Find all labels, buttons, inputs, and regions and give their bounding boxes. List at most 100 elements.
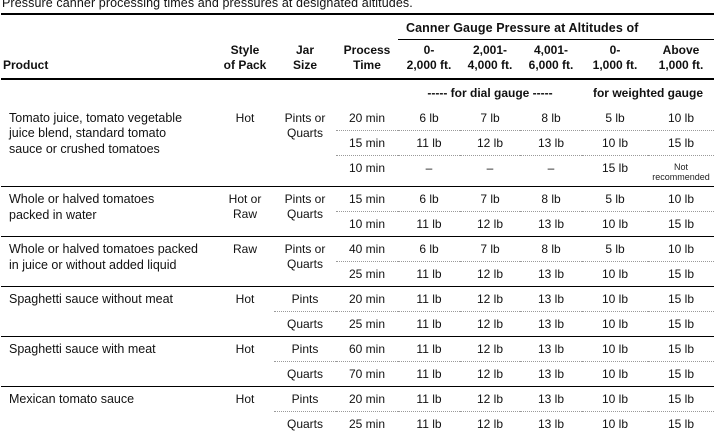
pressure-cell: 11 lb bbox=[398, 286, 460, 312]
jar-cell: Pints or Quarts bbox=[284, 110, 326, 140]
time-cell: 15 min bbox=[336, 186, 398, 212]
col-header-alt-0-1000: 0- 1,000 ft. bbox=[582, 39, 648, 80]
pressure-cell: 13 lb bbox=[520, 261, 582, 287]
pressure-cell: – bbox=[520, 154, 582, 187]
pressure-cell: 5 lb bbox=[605, 110, 625, 125]
time-cell: 40 min bbox=[336, 236, 398, 262]
pressure-cell: 15 lb bbox=[648, 286, 714, 312]
style-cell: Hot or Raw bbox=[216, 186, 274, 237]
pressure-cell: 12 lb bbox=[460, 286, 520, 312]
spanner-row: Canner Gauge Pressure at Altitudes of bbox=[1, 15, 714, 40]
col-header-jar-size: Jar Size bbox=[274, 39, 336, 80]
pressure-cell: 10 lb bbox=[582, 211, 648, 237]
pressure-cell: 12 lb bbox=[460, 211, 520, 237]
pressure-cell: 13 lb bbox=[520, 336, 582, 362]
pressure-cell: 10 lb bbox=[648, 186, 714, 212]
time-cell: 15 min bbox=[336, 129, 398, 156]
pressure-cell: 10 lb bbox=[582, 386, 648, 412]
spanner-spacer bbox=[1, 15, 398, 39]
product-cell: Whole or halved tomatoes packed in juice… bbox=[1, 236, 216, 287]
pressure-cell: 13 lb bbox=[520, 386, 582, 412]
product-group: Whole or halved tomatoes packed in water… bbox=[1, 186, 714, 237]
pressure-cell: 12 lb bbox=[460, 129, 520, 156]
jar-cell: Pints bbox=[274, 336, 336, 362]
col-header-product: Product bbox=[1, 39, 216, 80]
pressure-cell: 11 lb bbox=[398, 336, 460, 362]
table-row: 25 min 11 lb 12 lb 13 lb 10 lb 15 lb bbox=[1, 261, 714, 287]
pressure-cell: 7 lb bbox=[480, 110, 500, 125]
jar-cell: Pints bbox=[274, 286, 336, 312]
pressure-cell: 8 lb bbox=[520, 236, 582, 262]
weighted-gauge-label: for weighted gauge bbox=[592, 85, 703, 100]
pressure-cell: 12 lb bbox=[460, 336, 520, 362]
style-cell: Raw bbox=[216, 236, 274, 287]
pressure-cell: 11 lb bbox=[398, 261, 460, 287]
style-cell: Hot bbox=[216, 386, 274, 436]
top-rule bbox=[1, 13, 714, 15]
product-group: Spaghetti sauce without meat Hot Pints 2… bbox=[1, 286, 714, 337]
col-header-style-of-pack: Style of Pack bbox=[216, 39, 274, 80]
table-row: Whole or halved tomatoes packed in juice… bbox=[1, 236, 714, 287]
pressure-cell: 10 lb bbox=[582, 129, 648, 156]
gauge-type-row: ----- for dial gauge ----- for weighted … bbox=[1, 79, 714, 106]
pressure-cell: 10 lb bbox=[582, 361, 648, 387]
pressure-cell: 13 lb bbox=[520, 211, 582, 237]
product-group: Whole or halved tomatoes packed in juice… bbox=[1, 236, 714, 287]
product-cell: Tomato juice, tomato vegetable juice ble… bbox=[9, 110, 183, 156]
pressure-cell: 15 lb bbox=[648, 386, 714, 412]
pressure-cell: 10 lb bbox=[582, 286, 648, 312]
col-header-alt-2001-4000: 2,001- 4,000 ft. bbox=[460, 39, 520, 80]
style-cell: Hot bbox=[216, 286, 274, 337]
product-group: Spaghetti sauce with meat Hot Pints 60 m… bbox=[1, 336, 714, 387]
pressure-cell: 15 lb bbox=[648, 261, 714, 287]
pressure-cell: 12 lb bbox=[460, 386, 520, 412]
jar-cell: Pints or Quarts bbox=[274, 236, 336, 287]
time-cell: 25 min bbox=[336, 311, 398, 337]
pressure-cell: – bbox=[460, 154, 520, 187]
pressure-cell: 10 lb bbox=[582, 411, 648, 436]
time-cell: 20 min bbox=[348, 110, 386, 125]
dial-gauge-label: ----- for dial gauge ----- bbox=[427, 85, 553, 100]
pressure-cell: 13 lb bbox=[520, 129, 582, 156]
col-header-alt-above-1000: Above 1,000 ft. bbox=[648, 39, 714, 80]
product-group: Mexican tomato sauce Hot Pints 20 min 11… bbox=[1, 386, 714, 436]
col-header-alt-0-2000: 0- 2,000 ft. bbox=[398, 39, 460, 80]
pressure-cell: 13 lb bbox=[520, 286, 582, 312]
column-header-row: Product Style of Pack Jar Size Process T… bbox=[1, 39, 714, 80]
pressure-cell: 5 lb bbox=[582, 236, 648, 262]
pressure-cell: 6 lb bbox=[398, 236, 460, 262]
time-cell: 25 min bbox=[336, 261, 398, 287]
table-row: Quarts 70 min 11 lb 12 lb 13 lb 10 lb 15… bbox=[1, 361, 714, 387]
pressure-cell: 15 lb bbox=[648, 211, 714, 237]
pressure-cell: 10 lb bbox=[648, 236, 714, 262]
table-title: Pressure canner processing times and pre… bbox=[2, 0, 413, 10]
jar-cell: Quarts bbox=[274, 411, 336, 436]
pressure-cell: 11 lb bbox=[398, 386, 460, 412]
table-row: Tomato juice, tomato vegetable juice ble… bbox=[1, 106, 714, 156]
pressure-cell: 8 lb bbox=[520, 186, 582, 212]
pressure-cell: 11 lb bbox=[398, 129, 460, 156]
time-cell: 20 min bbox=[336, 386, 398, 412]
pressure-cell: 15 lb bbox=[648, 311, 714, 337]
pressure-cell: 8 lb bbox=[541, 110, 561, 125]
product-cell: Spaghetti sauce with meat bbox=[1, 336, 216, 387]
product-cell: Whole or halved tomatoes packed in water bbox=[1, 186, 216, 237]
product-cell: Spaghetti sauce without meat bbox=[1, 286, 216, 337]
pressure-cell: 5 lb bbox=[582, 186, 648, 212]
time-cell: 20 min bbox=[336, 286, 398, 312]
pressure-cell: 12 lb bbox=[460, 261, 520, 287]
pressure-cell: 15 lb bbox=[648, 361, 714, 387]
table-row: Whole or halved tomatoes packed in water… bbox=[1, 186, 714, 237]
product-cell: Mexican tomato sauce bbox=[1, 386, 216, 436]
pressure-cell: 13 lb bbox=[520, 311, 582, 337]
table-row: Quarts 25 min 11 lb 12 lb 13 lb 10 lb 15… bbox=[1, 311, 714, 337]
col-header-alt-4001-6000: 4,001- 6,000 ft. bbox=[520, 39, 582, 80]
jar-cell: Pints bbox=[274, 386, 336, 412]
gauge-spacer bbox=[1, 79, 398, 106]
style-cell: Hot bbox=[235, 110, 255, 125]
pressure-cell: 12 lb bbox=[460, 411, 520, 436]
pressure-cell: 11 lb bbox=[398, 411, 460, 436]
pressure-cell: 10 lb bbox=[582, 336, 648, 362]
jar-cell: Quarts bbox=[274, 361, 336, 387]
pressure-cell: 15 lb bbox=[582, 154, 648, 187]
